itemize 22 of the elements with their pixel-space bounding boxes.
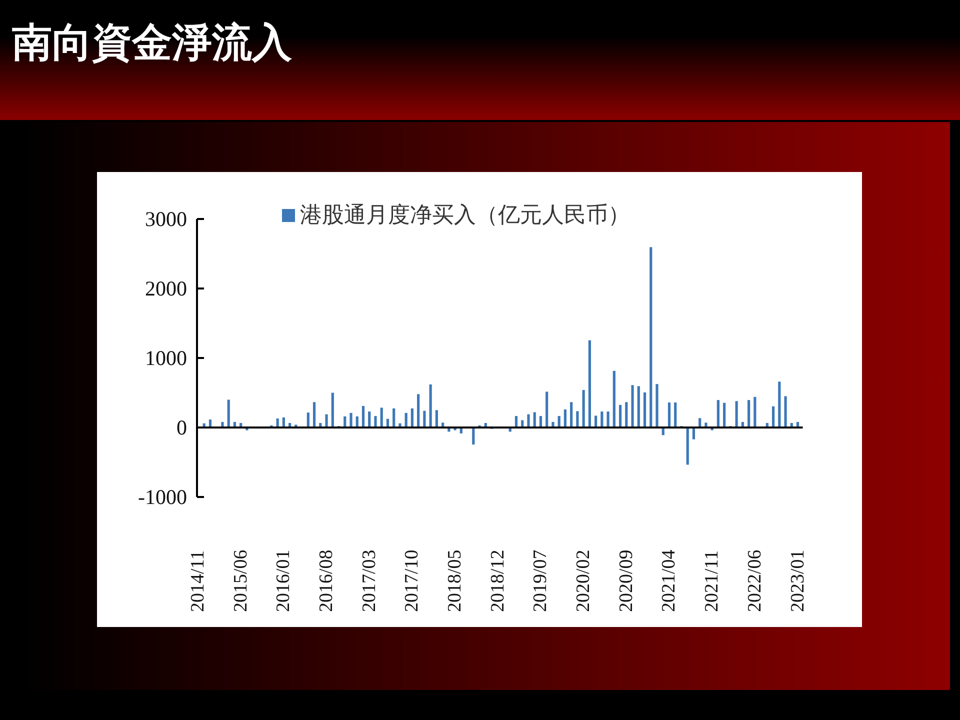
legend-label: 港股通月度净买入（亿元人民币）: [300, 203, 630, 228]
x-tick-label: 2017/10: [402, 550, 423, 612]
y-tick-label: 2000: [145, 276, 187, 300]
x-tick-label: 2021/11: [702, 550, 723, 612]
x-tick-label: 2023/01: [787, 550, 808, 612]
x-tick-label: 2020/02: [573, 550, 594, 612]
x-tick-label: 2016/08: [316, 550, 338, 612]
y-tick-label: -1000: [138, 485, 187, 509]
x-tick-label: 2022/06: [744, 550, 766, 612]
x-tick-label: 2021/04: [658, 549, 680, 612]
x-tick-label: 2019/07: [530, 550, 552, 612]
x-tick-label: 2014/11: [188, 550, 208, 612]
x-tick-label: 2020/09: [616, 550, 637, 612]
x-tick-label: 2018/12: [487, 550, 508, 612]
x-tick-label: 2016/01: [273, 550, 294, 612]
x-tick-label: 2018/05: [444, 550, 466, 612]
y-tick-label: 1000: [145, 346, 187, 370]
x-tick-label: 2017/03: [358, 550, 380, 612]
y-tick-label: 3000: [145, 207, 187, 231]
chart-title: 南向資金淨流入: [12, 20, 293, 66]
x-tick-label: 2015/06: [230, 550, 252, 612]
y-tick-label: 0: [176, 416, 187, 440]
